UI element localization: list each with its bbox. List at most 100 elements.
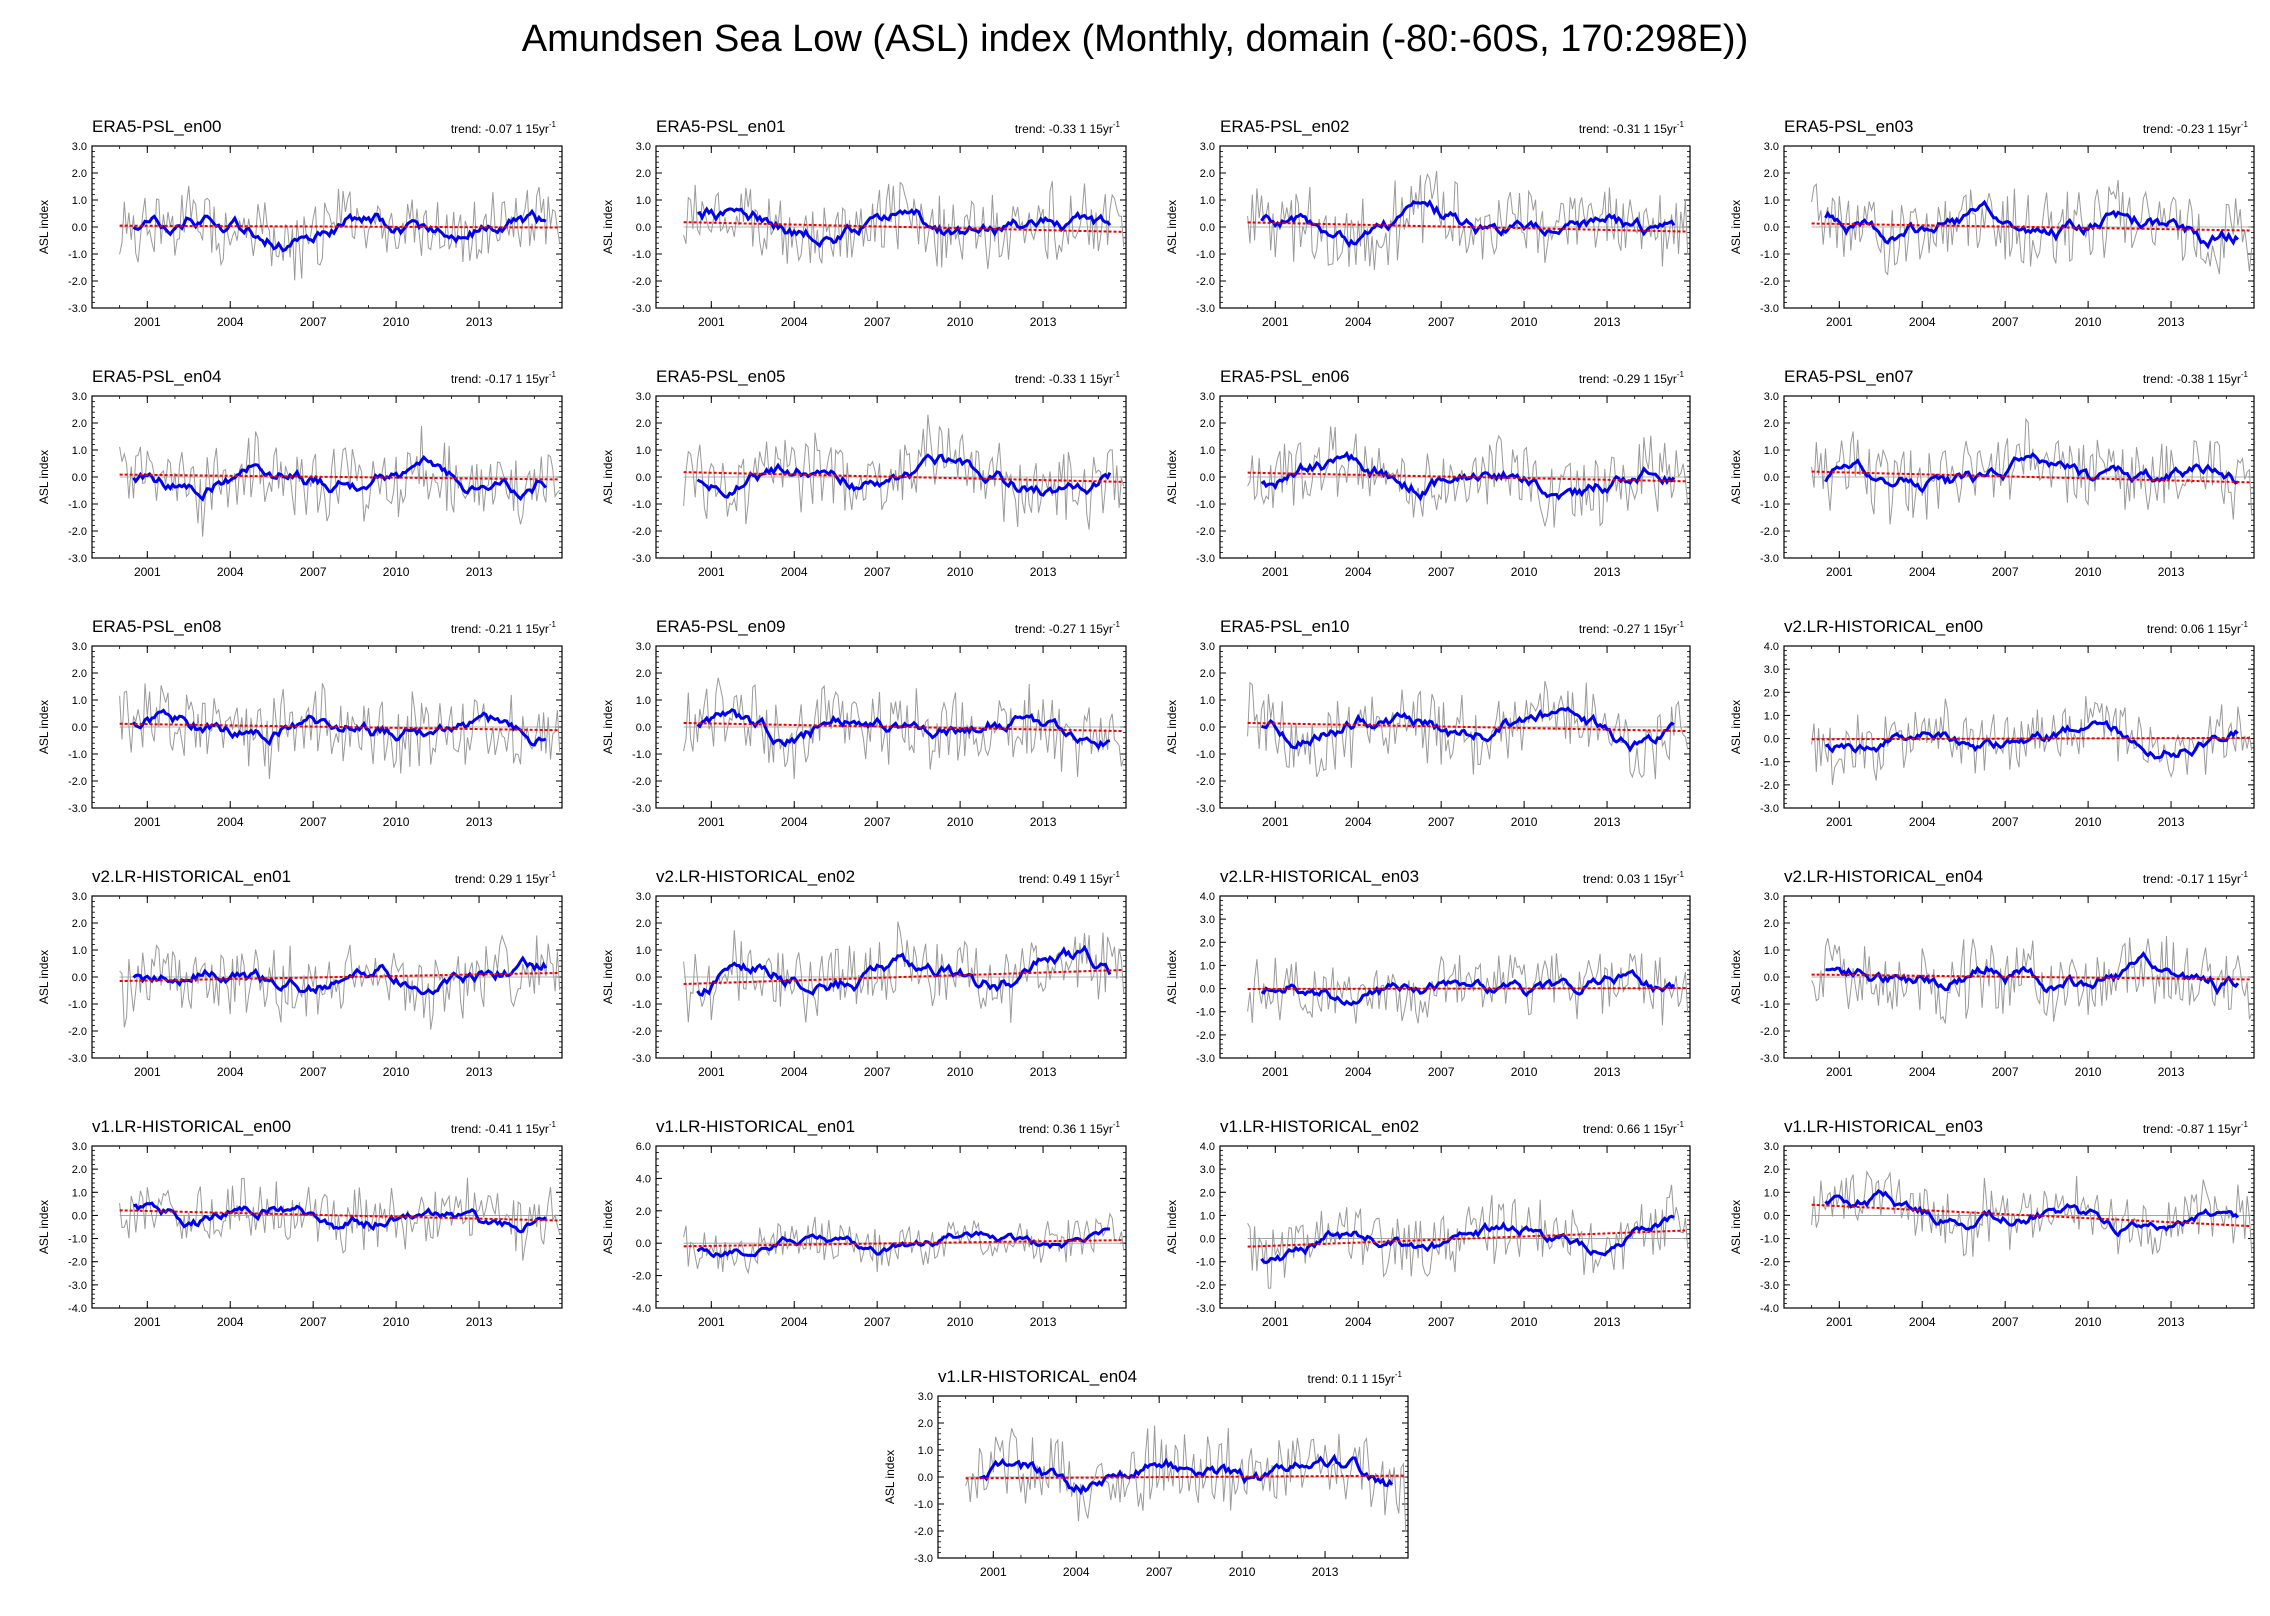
trend-label: trend: -0.17 1 15yr-1: [2143, 870, 2249, 886]
x-tick-label: 2007: [300, 815, 327, 829]
x-tick-label: 2001: [1262, 815, 1289, 829]
x-tick-label: 2001: [698, 315, 725, 329]
trend-line: [1811, 470, 2252, 484]
y-tick-label: 0.0: [1200, 1234, 1215, 1246]
raw-series-line: [1811, 935, 2253, 1024]
x-tick-label: 2001: [1826, 1065, 1853, 1079]
raw-series-line: [1247, 170, 1689, 270]
trend-line: [683, 721, 1124, 733]
y-tick-label: 2.0: [1764, 918, 1779, 930]
y-tick-label: -2.0: [68, 1257, 87, 1269]
panel-7: 3.0 2.0 1.0 0.0 -1.0 -2.0 -3.0 2001 2004 2007 2010…: [1165, 367, 1691, 579]
x-tick-label: 2013: [1030, 1065, 1057, 1079]
x-tick-label: 2010: [383, 1065, 410, 1079]
smoothed-series-line: [697, 206, 1112, 248]
y-tick-label: 3.0: [1200, 1164, 1215, 1176]
x-tick-label: 2007: [300, 1315, 327, 1329]
y-tick-label: 3.0: [636, 891, 651, 903]
panel-6: 3.0 2.0 1.0 0.0 -1.0 -2.0 -3.0 2001 2004 2007 2010…: [601, 367, 1127, 579]
trend-label: trend: -0.33 1 15yr-1: [1015, 120, 1121, 136]
y-tick-label: 0.0: [72, 972, 87, 984]
x-tick-label: 2001: [698, 1065, 725, 1079]
panel-title: ERA5-PSL_en01: [656, 117, 785, 136]
smoothed-series-line: [1824, 452, 2239, 494]
y-tick-label: 0.0: [1764, 472, 1779, 484]
x-tick-label: 2001: [1262, 1065, 1289, 1079]
y-tick-label: 0.0: [72, 472, 87, 484]
trend-label: trend: 0.1 1 15yr-1: [1307, 1370, 1402, 1386]
y-tick-label: 2.0: [1200, 168, 1215, 180]
y-tick-label: 1.0: [72, 445, 87, 457]
y-tick-label: -1.0: [632, 749, 651, 761]
y-tick-label: -1.0: [632, 499, 651, 511]
panel-title: ERA5-PSL_en10: [1220, 617, 1349, 636]
panel-13: 3.0 2.0 1.0 0.0 -1.0 -2.0 -3.0 2001 2004 2007 2010…: [37, 867, 563, 1079]
y-tick-label: 3.0: [1200, 641, 1215, 653]
panel-title: v1.LR-HISTORICAL_en04: [938, 1367, 1137, 1386]
y-tick-label: 3.0: [72, 641, 87, 653]
panel-title: v1.LR-HISTORICAL_en02: [1220, 1117, 1419, 1136]
smoothed-series-line: [132, 955, 548, 996]
y-tick-label: 3.0: [1764, 391, 1779, 403]
y-tick-label: -3.0: [1196, 803, 1215, 815]
x-tick-label: 2004: [1909, 315, 1936, 329]
y-tick-label: 2.0: [72, 918, 87, 930]
y-tick-label: -3.0: [1196, 303, 1215, 315]
y-tick-label: -2.0: [1760, 526, 1779, 538]
x-tick-label: 2010: [1229, 1565, 1256, 1579]
x-tick-label: 2010: [947, 1315, 974, 1329]
y-tick-label: 0.0: [1764, 972, 1779, 984]
x-tick-label: 2010: [2075, 565, 2102, 579]
y-tick-label: -1.0: [914, 1499, 933, 1511]
smoothed-series-line: [1825, 719, 2239, 760]
y-tick-label: 1.0: [1200, 445, 1215, 457]
x-tick-label: 2004: [1063, 1565, 1090, 1579]
x-tick-label: 2004: [217, 1065, 244, 1079]
x-tick-label: 2004: [781, 1315, 808, 1329]
trend-label: trend: -0.23 1 15yr-1: [2143, 120, 2249, 136]
x-tick-label: 2004: [217, 565, 244, 579]
panel-title: v1.LR-HISTORICAL_en00: [92, 1117, 291, 1136]
x-tick-label: 2010: [1511, 1315, 1538, 1329]
panel-title: v2.LR-HISTORICAL_en04: [1784, 867, 1983, 886]
y-tick-label: -3.0: [632, 803, 651, 815]
y-tick-label: 2.0: [1200, 418, 1215, 430]
y-tick-label: 2.0: [1764, 687, 1779, 699]
x-tick-label: 2004: [1909, 1315, 1936, 1329]
y-tick-label: -3.0: [68, 1053, 87, 1065]
y-tick-label: 0.0: [636, 972, 651, 984]
y-tick-label: 2.0: [636, 168, 651, 180]
panel-title: v2.LR-HISTORICAL_en03: [1220, 867, 1419, 886]
y-tick-label: 2.0: [1764, 418, 1779, 430]
trend-line: [683, 221, 1124, 233]
y-tick-label: -3.0: [1760, 553, 1779, 565]
x-tick-label: 2001: [134, 1065, 161, 1079]
x-tick-label: 2004: [217, 1315, 244, 1329]
trend-line: [119, 722, 560, 732]
panel-16: 3.0 2.0 1.0 0.0 -1.0 -2.0 -3.0 2001 2004 2007 2010…: [1729, 867, 2255, 1079]
panel-title: ERA5-PSL_en05: [656, 367, 785, 386]
y-tick-label: 0.0: [1764, 734, 1779, 746]
panel-2: 3.0 2.0 1.0 0.0 -1.0 -2.0 -3.0 2001 2004 2007 2010…: [601, 117, 1127, 329]
y-tick-label: 3.0: [1764, 1141, 1779, 1153]
smoothed-series-line: [696, 1227, 1110, 1259]
panel-title: ERA5-PSL_en09: [656, 617, 785, 636]
y-axis-label: ASL index: [1729, 1200, 1743, 1254]
x-tick-label: 2001: [134, 815, 161, 829]
y-tick-label: 2.0: [72, 1164, 87, 1176]
trend-line: [683, 968, 1124, 986]
y-tick-label: 0.0: [1200, 722, 1215, 734]
y-tick-label: -3.0: [1760, 1053, 1779, 1065]
trend-label: trend: -0.27 1 15yr-1: [1579, 620, 1685, 636]
x-tick-label: 2004: [1909, 815, 1936, 829]
trend-line: [1247, 471, 1688, 483]
y-tick-label: -2.0: [632, 776, 651, 788]
raw-series-line: [1811, 179, 2253, 276]
x-tick-label: 2004: [781, 815, 808, 829]
panel-4: 3.0 2.0 1.0 0.0 -1.0 -2.0 -3.0 2001 2004 2007 2010…: [1729, 117, 2255, 329]
x-tick-label: 2010: [947, 1065, 974, 1079]
trend-line: [1247, 987, 1688, 991]
y-tick-label: 0.0: [636, 222, 651, 234]
y-tick-label: 1.0: [1200, 1210, 1215, 1222]
x-tick-label: 2004: [781, 565, 808, 579]
